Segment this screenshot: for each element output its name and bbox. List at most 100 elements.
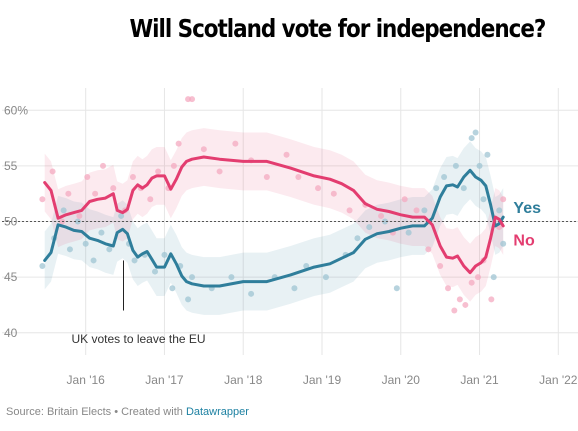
poll-dot-no-0 [39,196,46,203]
poll-dot-no-37 [451,307,458,314]
y-tick-label-4: 60% [4,103,28,117]
poll-dot-yes-42 [490,274,497,281]
poll-dot-no-7 [100,162,107,169]
poll-dot-yes-21 [248,290,255,297]
poll-dot-yes-36 [460,185,467,192]
poll-dot-yes-34 [441,174,448,180]
poll-dot-no-33 [413,207,420,214]
trend-lines [43,155,505,288]
annotation: UK votes to leave the EU [71,260,206,346]
poll-dot-no-8 [110,185,117,192]
poll-dot-yes-18 [189,274,196,281]
poll-dot-no-19 [200,146,207,153]
poll-dot-yes-2 [60,207,67,214]
poll-dot-no-10 [129,174,136,180]
poll-dot-yes-17 [185,296,192,303]
x-tick-label-6: Jan '22 [539,373,578,387]
poll-dot-yes-9 [118,212,125,219]
poll-dot-yes-23 [291,285,298,292]
poll-dot-yes-29 [382,218,389,225]
y-tick-label-3: 55 [4,159,18,173]
poll-dot-yes-35 [452,162,459,169]
poll-dot-yes-4 [74,218,81,225]
poll-dots [39,96,507,314]
poll-dot-no-12 [147,196,154,203]
poll-dot-yes-3 [66,246,73,253]
poll-dot-yes-38 [472,129,479,136]
x-tick-label-4: Jan '20 [382,373,421,387]
poll-dot-yes-13 [152,268,159,275]
poll-chart: 40 45 50 55 60% Jan '16 Jan '17 Jan '18 Jan '19… [2,88,578,387]
poll-dot-no-16 [175,140,182,147]
x-tick-label-3: Jan '19 [303,373,342,387]
poll-dot-yes-0 [39,263,46,269]
x-tick-label-0: Jan '16 [67,373,106,387]
poll-dot-no-40 [468,279,475,286]
poll-dot-yes-14 [161,251,168,258]
poll-dot-yes-30 [393,285,400,292]
poll-dot-no-25 [295,174,302,180]
series-line-yes [43,168,505,288]
poll-dot-no-36 [445,285,452,292]
y-axis-ticks: 40 45 50 55 60% [4,103,28,340]
band-yes [44,141,504,315]
source-text: Source: Britain Elects • Created with [6,406,183,418]
poll-dot-yes-15 [169,285,176,292]
poll-dot-yes-11 [131,257,138,264]
chart-title: Will Scotland vote for independence? [129,14,546,43]
poll-dot-no-30 [378,212,385,219]
poll-dot-no-39 [462,301,469,308]
poll-dot-no-15 [170,162,177,169]
poll-dot-yes-28 [366,224,373,231]
poll-dot-no-3 [65,190,72,197]
poll-dot-yes-41 [484,151,491,158]
poll-dot-yes-31 [405,229,412,236]
x-axis-ticks: Jan '16 Jan '17 Jan '18 Jan '19 Jan '20 Jan '… [67,373,578,387]
poll-dot-yes-40 [480,196,487,203]
poll-dot-no-4 [76,212,83,219]
x-tick-label-5: Jan '21 [460,373,499,387]
datawrapper-link[interactable]: Datawrapper [185,406,249,418]
poll-dot-yes-37 [468,135,475,142]
end-label-yes: Yes [513,200,541,217]
poll-dot-yes-7 [98,229,105,236]
poll-dot-no-24 [283,151,290,158]
poll-dot-yes-8 [106,246,113,253]
annotation-text-0: UK votes to leave the EU [71,332,205,346]
poll-dot-no-43 [488,296,495,303]
poll-dot-no-41 [474,274,481,281]
end-label-no: No [513,232,535,249]
poll-dot-no-34 [425,246,432,253]
poll-dot-no-6 [92,190,99,197]
poll-dot-yes-27 [354,235,361,242]
poll-dot-no-32 [401,196,408,203]
poll-dot-yes-24 [303,263,310,269]
poll-dot-yes-44 [500,240,507,247]
poll-dot-no-26 [315,185,322,192]
poll-dot-yes-33 [433,185,440,192]
series-line-no [43,155,505,275]
poll-dot-yes-32 [421,207,428,214]
poll-dot-no-27 [330,190,337,197]
series-end-labels: Yes No [513,200,541,249]
poll-dot-no-5 [84,174,91,180]
poll-dot-no-13 [155,168,162,175]
poll-dot-no-45 [500,196,507,203]
poll-dot-no-20 [216,168,223,175]
poll-dot-no-35 [437,263,444,269]
x-tick-label-1: Jan '17 [145,373,184,387]
y-tick-label-2: 50 [4,215,18,229]
poll-dot-yes-25 [322,274,329,281]
y-tick-label-0: 40 [4,326,18,340]
poll-dot-yes-39 [476,162,483,169]
poll-dot-yes-6 [90,257,97,264]
y-tick-label-1: 45 [4,270,18,284]
poll-dot-yes-5 [82,240,89,247]
poll-dot-no-18 [189,96,196,103]
poll-dot-no-21 [232,140,239,147]
poll-dot-yes-43 [496,207,503,214]
footer: Source: Britain Elects • Created with Da… [6,406,249,418]
poll-dot-no-23 [263,174,270,180]
poll-dot-no-38 [456,296,463,303]
poll-dot-no-28 [346,207,353,214]
